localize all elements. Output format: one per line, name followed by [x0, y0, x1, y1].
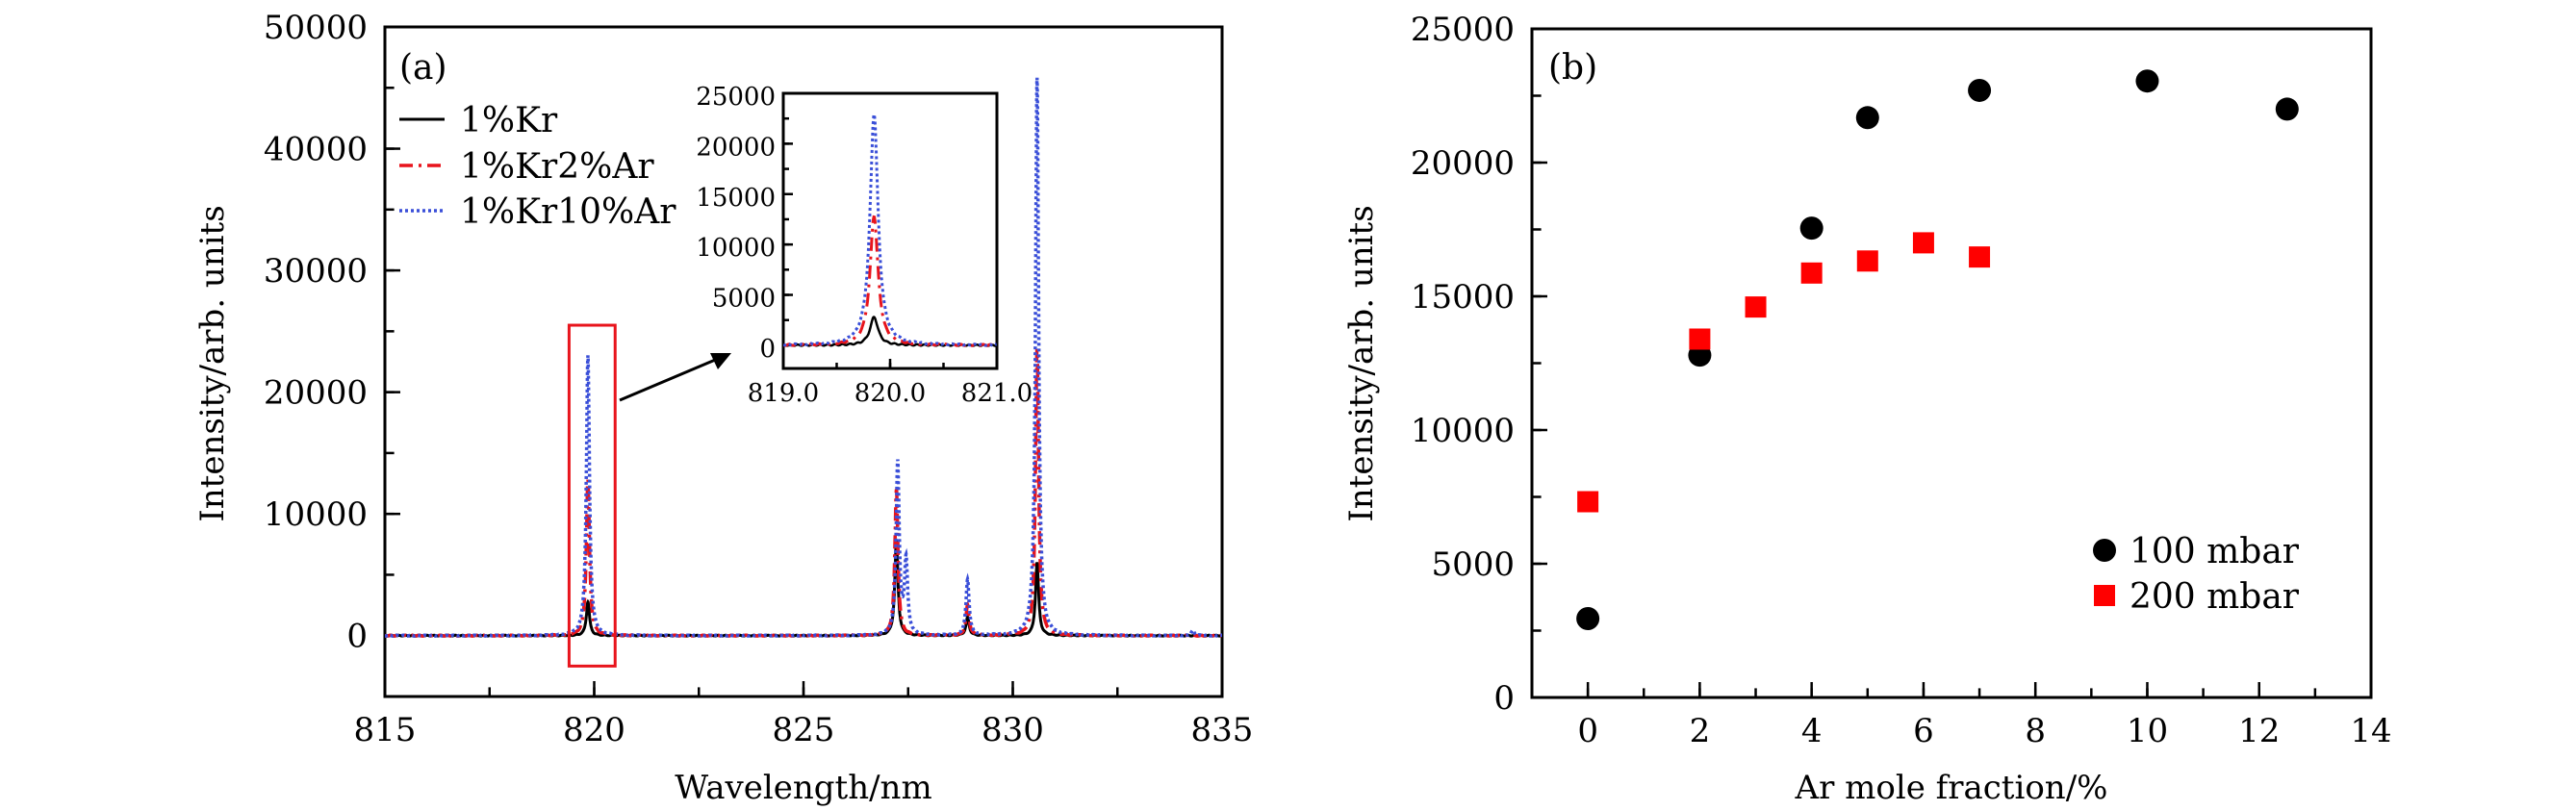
- data-point-square: [1969, 246, 1991, 268]
- x-tick-label: 4: [1801, 712, 1823, 750]
- data-point-square: [1856, 250, 1878, 272]
- x-tick-label: 820.0: [854, 379, 926, 408]
- y-tick-label: 20000: [1411, 144, 1515, 183]
- x-axis-title: Ar mole fraction/%: [1795, 769, 2108, 807]
- data-point-square: [1912, 232, 1934, 254]
- x-tick-label: 2: [1690, 712, 1711, 750]
- highlight-box: [567, 323, 617, 668]
- y-tick-label: 15000: [1411, 278, 1515, 317]
- data-point-circle: [2135, 69, 2159, 93]
- data-point-circle: [2275, 97, 2299, 121]
- x-tick-label: 12: [2238, 712, 2280, 750]
- panel-a-spectrum-chart: 815 820 825 830 835 0 10000 20000 30000 40000 5000…: [193, 9, 1253, 807]
- x-tick-label: 14: [2350, 712, 2391, 750]
- y-tick-label: 20000: [696, 133, 776, 162]
- data-point-circle: [1855, 106, 1879, 130]
- data-point-square: [1577, 491, 1599, 513]
- legend-label-2: 1%Kr2%Ar: [460, 147, 654, 187]
- x-tick-label: 830: [982, 711, 1044, 749]
- legend-label-3: 1%Kr10%Ar: [460, 192, 676, 232]
- legend-label-1: 1%Kr: [460, 101, 558, 140]
- x-axis-title: Wavelength/nm: [675, 769, 931, 807]
- x-tick-label: 8: [2025, 712, 2046, 750]
- series-group: [385, 77, 1222, 639]
- panel-label: (b): [1548, 48, 1597, 88]
- y-axis-title: Intensity/arb. units: [1342, 205, 1381, 521]
- y-tick-label: 10000: [1411, 412, 1515, 450]
- data-point-circle: [1576, 606, 1600, 630]
- panel-label: (a): [399, 48, 447, 88]
- y-tick-label: 0: [1493, 679, 1515, 718]
- legend-marker-circle: [2093, 539, 2116, 562]
- panel-b-scatter-chart: 0 2 4 6 8 10 12 14 0 5000 10000 15000 20000 25000 (b) 1…: [1342, 11, 2392, 807]
- y-tick-label: 25000: [1411, 11, 1515, 49]
- data-point-square: [1745, 296, 1767, 318]
- y-tick-label: 40000: [264, 131, 368, 169]
- y-tick-label: 5000: [1431, 545, 1515, 584]
- data-point-square: [1800, 262, 1823, 284]
- x-tick-label: 819.0: [748, 379, 819, 408]
- legend-label-2: 200 mbar: [2130, 577, 2300, 617]
- y-tick-label: 5000: [712, 285, 776, 314]
- inset-series-line-2: [783, 215, 997, 347]
- y-tick-label: 20000: [264, 374, 368, 413]
- data-point-circle: [1799, 216, 1824, 241]
- legend-label-1: 100 mbar: [2130, 532, 2300, 571]
- arrow-head-icon: [710, 353, 731, 369]
- y-tick-label: 25000: [696, 83, 776, 112]
- x-tick-label: 0: [1577, 712, 1598, 750]
- inset-series-group: [783, 113, 997, 347]
- data-point-circle: [1968, 78, 1992, 102]
- y-axis-title: Intensity/arb. units: [193, 205, 232, 521]
- y-tick-label: 0: [759, 335, 776, 364]
- legend-marker-square: [2094, 585, 2115, 606]
- data-point-square: [1689, 328, 1711, 350]
- x-tick-label: 10: [2127, 712, 2168, 750]
- inset-chart: 819.0 820.0 821.0 0 5000 10000 15000 20000 25000: [696, 83, 1033, 408]
- zoom-arrow: [619, 356, 721, 402]
- x-tick-label: 821.0: [961, 379, 1033, 408]
- y-tick-label: 0: [346, 618, 368, 656]
- x-tick-label: 815: [354, 711, 417, 749]
- y-tick-label: 15000: [696, 184, 776, 213]
- y-tick-label: 50000: [264, 9, 368, 47]
- y-tick-label: 30000: [264, 252, 368, 291]
- y-tick-label: 10000: [696, 234, 776, 263]
- y-tick-label: 10000: [264, 495, 368, 534]
- series-line-1: [385, 540, 1222, 638]
- x-tick-label: 820: [563, 711, 625, 749]
- series-line-3: [385, 77, 1222, 638]
- x-tick-label: 835: [1191, 711, 1254, 749]
- x-tick-label: 825: [773, 711, 835, 749]
- inset-bg: [783, 93, 997, 368]
- x-tick-label: 6: [1913, 712, 1934, 750]
